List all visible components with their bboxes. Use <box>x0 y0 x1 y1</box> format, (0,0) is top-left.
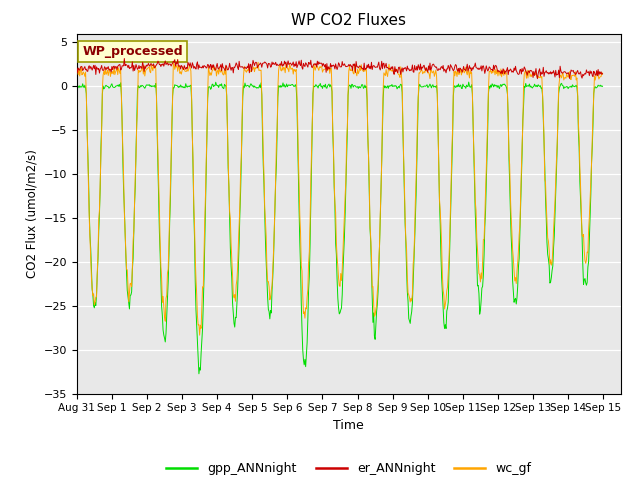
X-axis label: Time: Time <box>333 419 364 432</box>
Y-axis label: CO2 Flux (umol/m2/s): CO2 Flux (umol/m2/s) <box>25 149 38 278</box>
Line: wc_gf: wc_gf <box>77 62 602 335</box>
Legend: gpp_ANNnight, er_ANNnight, wc_gf: gpp_ANNnight, er_ANNnight, wc_gf <box>161 457 536 480</box>
Line: gpp_ANNnight: gpp_ANNnight <box>77 82 602 374</box>
Text: WP_processed: WP_processed <box>82 45 183 58</box>
Line: er_ANNnight: er_ANNnight <box>77 59 602 79</box>
Title: WP CO2 Fluxes: WP CO2 Fluxes <box>291 13 406 28</box>
